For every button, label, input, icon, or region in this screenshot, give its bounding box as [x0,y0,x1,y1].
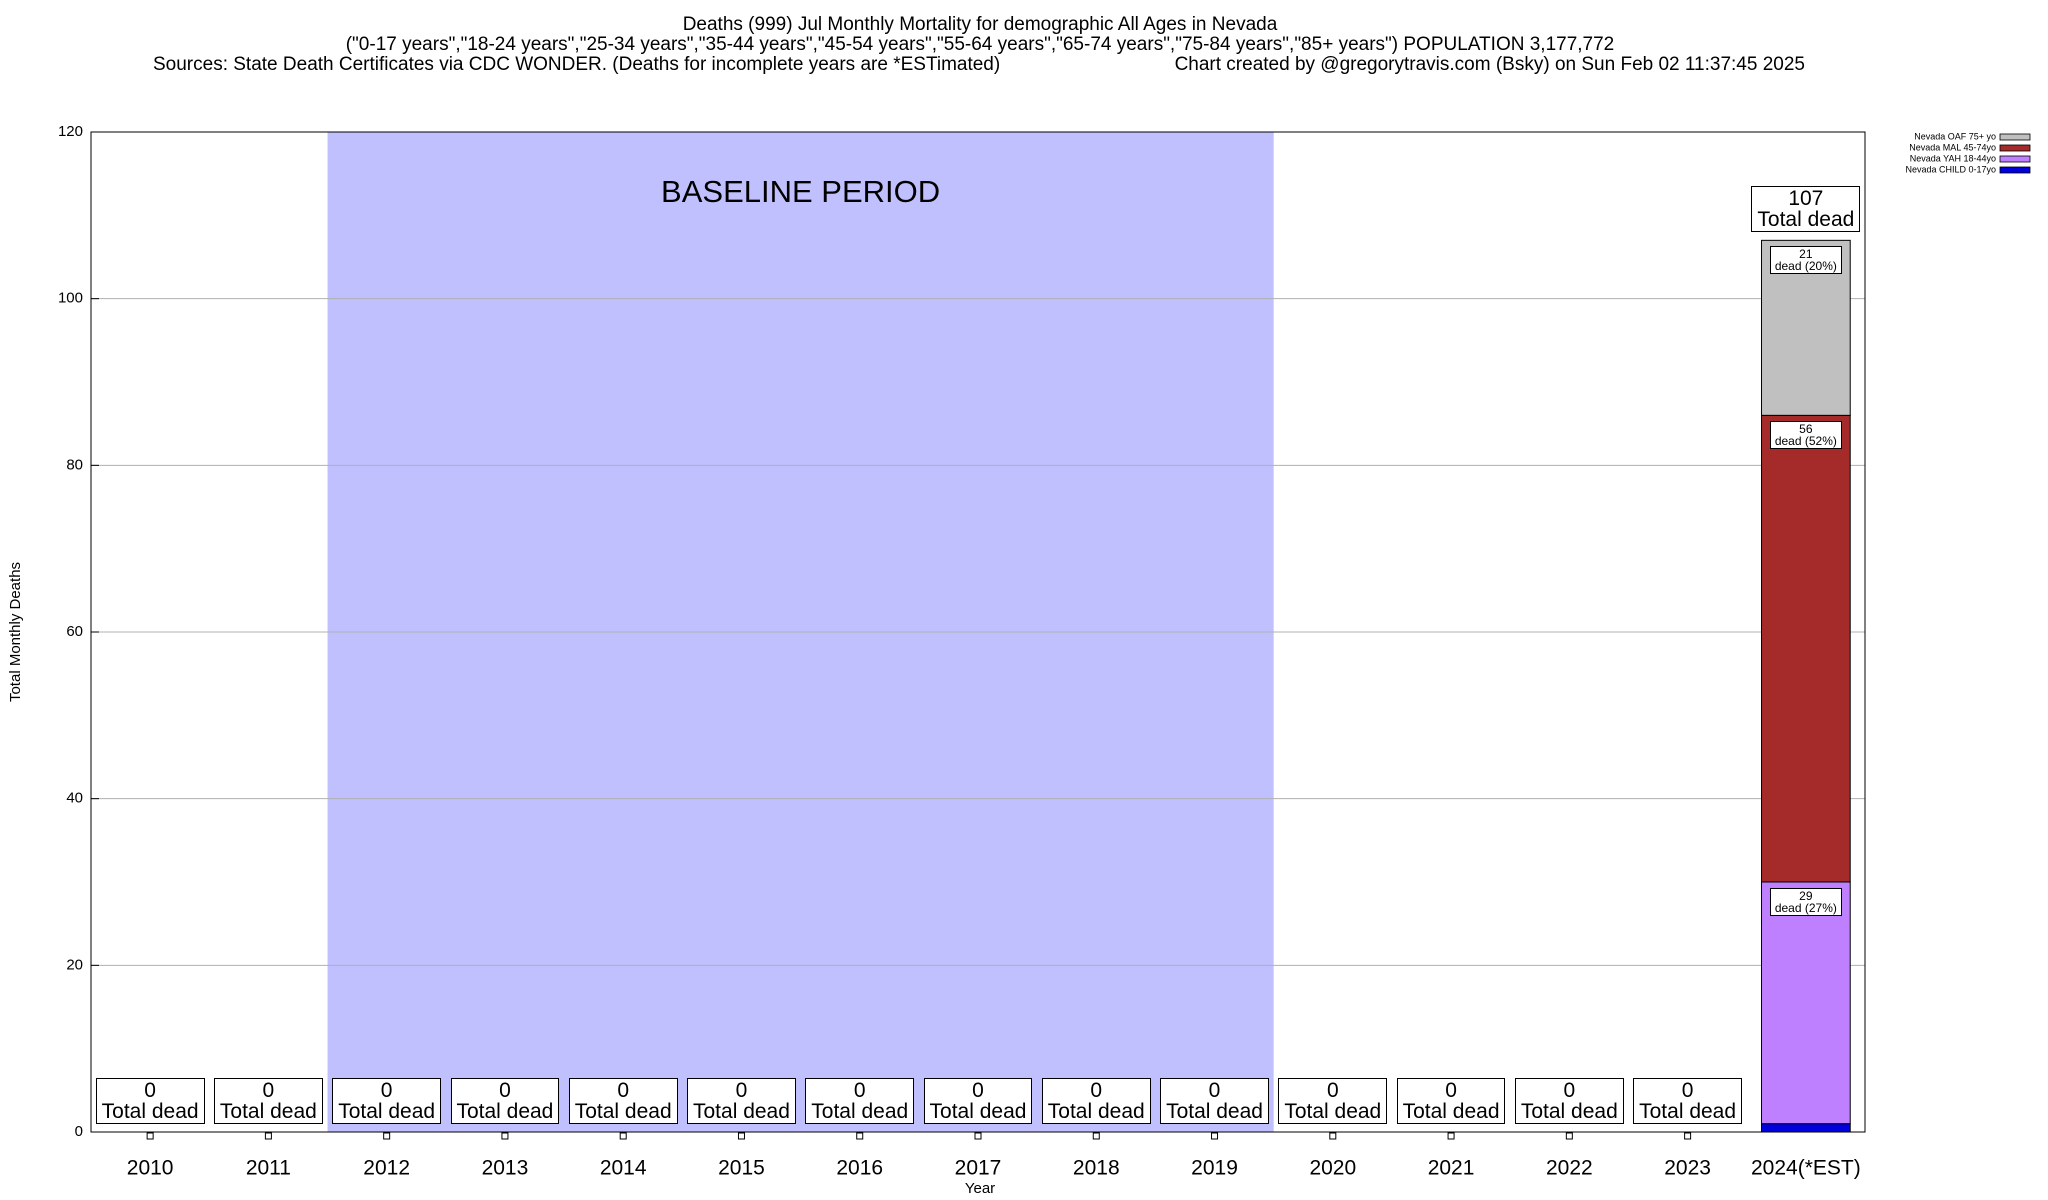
total-label: 0 Total dead [687,1078,796,1124]
baseline-label: BASELINE PERIOD [661,174,940,209]
x-tick-label: 2017 [955,1157,1002,1180]
total-label: 0 Total dead [923,1078,1033,1124]
legend-swatch [1999,133,2031,141]
legend-label: Nevada YAH 18-44yo [1910,153,1996,163]
total-label: 0 Total dead [213,1078,323,1124]
total-label: 0 Total dead [805,1078,915,1124]
x-tick-label: 2020 [1309,1157,1356,1180]
zero-marker [1684,1132,1692,1140]
chart-title: Deaths (999) Jul Monthly Mortality for d… [683,14,1278,35]
zero-marker [146,1132,154,1140]
y-tick-label: 40 [66,790,83,807]
total-label: 0 Total dead [332,1078,442,1124]
total-label: 107 Total dead [1751,186,1861,233]
x-tick-label: 2013 [482,1157,529,1180]
plot-frame [90,131,1866,1133]
zero-marker [264,1132,272,1140]
segment-label: 21 dead (20%) [1769,246,1842,275]
total-label: 0 Total dead [1160,1078,1269,1124]
total-label: 0 Total dead [1278,1078,1388,1124]
zero-marker [501,1132,509,1140]
y-tick-label: 100 [58,290,83,307]
total-label: 0 Total dead [1633,1078,1742,1124]
x-tick-label: 2014 [600,1157,647,1180]
x-tick-label: 2012 [363,1157,410,1180]
zero-marker [974,1132,982,1140]
y-tick-label: 60 [66,623,83,640]
y-tick-label: 80 [66,456,83,473]
x-tick-label: 2021 [1428,1157,1475,1180]
x-tick-label: 2010 [127,1157,174,1180]
x-tick-label: 2022 [1546,1157,1593,1180]
zero-marker [1447,1132,1455,1140]
segment-label: 56 dead (52%) [1769,421,1842,450]
legend-swatch [1999,166,2031,174]
chart-subtitle: ("0-17 years","18-24 years","25-34 years… [346,34,1615,55]
legend-label: Nevada MAL 45-74yo [1909,142,1996,152]
x-tick-label: 2023 [1664,1157,1711,1180]
segment-label: 29 dead (27%) [1769,888,1842,916]
total-label: 0 Total dead [568,1078,678,1124]
x-tick-label: 2011 [246,1157,291,1180]
y-tick-label: 20 [66,956,83,973]
y-tick-label: 120 [58,123,83,140]
x-tick-label: 2024(*EST) [1751,1157,1861,1180]
x-tick-label: 2016 [836,1157,883,1180]
y-tick-label: 0 [75,1123,83,1140]
source: Sources: State Death Certificates via CD… [153,54,1000,75]
zero-marker [619,1132,627,1140]
total-label: 0 Total dead [1041,1078,1151,1124]
legend-swatch [1999,155,2031,163]
legend-label: Nevada OAF 75+ yo [1914,131,1996,141]
total-label: 0 Total dead [1396,1078,1506,1124]
total-label: 0 Total dead [450,1078,560,1124]
bar-segment [1761,881,1851,1125]
zero-marker [1565,1132,1573,1140]
x-tick-label: 2015 [718,1157,765,1180]
zero-marker [1211,1132,1219,1140]
x-tick-label: 2019 [1191,1157,1238,1180]
zero-marker [1092,1132,1100,1140]
legend-label: Nevada CHILD 0-17yo [1905,164,1996,174]
zero-marker [856,1132,864,1140]
y-axis-label: Total Monthly Deaths [7,562,24,702]
bar-segment [1761,1123,1851,1133]
total-label: 0 Total dead [95,1078,205,1124]
legend-swatch [1999,144,2031,152]
zero-marker [1329,1132,1337,1140]
x-tick-label: 2018 [1073,1157,1120,1180]
zero-marker [737,1132,745,1140]
x-axis-label: Year [965,1180,995,1197]
credit: Chart created by @gregorytravis.com (Bsk… [1175,54,1805,75]
zero-marker [383,1132,391,1140]
bar-segment [1761,414,1851,883]
total-label: 0 Total dead [1514,1078,1624,1124]
